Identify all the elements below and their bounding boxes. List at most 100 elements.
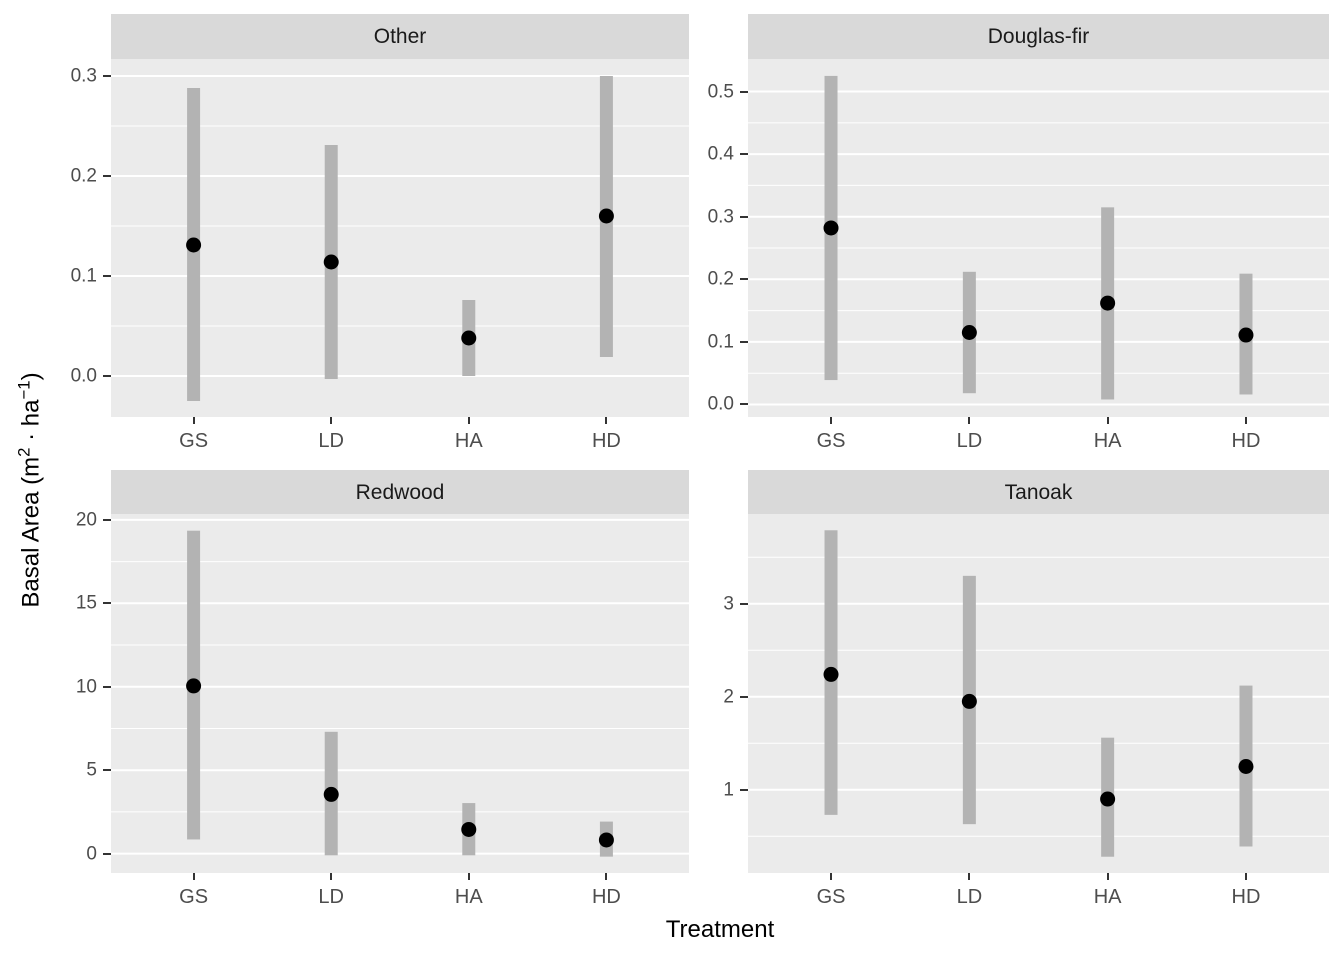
panel-background <box>748 514 1329 873</box>
x-tick-mark <box>330 873 333 880</box>
y-tick-mark <box>740 602 748 605</box>
y-tick-label: 0.2 <box>707 268 734 290</box>
panel-tanoak <box>748 514 1329 873</box>
y-tick-label: 1 <box>723 779 734 801</box>
x-tick-label: HA <box>1093 430 1122 452</box>
x-tick-label: LD <box>318 430 344 452</box>
x-tick-mark <box>1106 873 1109 880</box>
estimate-point-gs <box>186 678 202 694</box>
panel-other <box>111 59 689 417</box>
estimate-point-ld <box>323 254 339 270</box>
estimate-point-hd <box>598 208 614 224</box>
y-tick-label: 0.0 <box>70 365 97 387</box>
estimate-point-gs <box>823 220 839 236</box>
x-tick-mark <box>330 417 333 424</box>
x-tick-label: LD <box>956 430 983 452</box>
x-tick-label: LD <box>956 886 983 908</box>
y-axis-title-part: · ha <box>17 399 45 448</box>
y-tick-label: 10 <box>75 676 97 698</box>
estimate-point-ld <box>323 786 339 802</box>
estimate-point-ld <box>961 325 977 341</box>
y-tick-label: 0.2 <box>70 165 97 187</box>
estimate-point-gs <box>823 666 839 682</box>
x-tick-mark <box>968 417 971 424</box>
x-tick-label: HD <box>591 430 621 452</box>
x-tick-label: HA <box>1093 886 1122 908</box>
estimate-point-ha <box>461 330 477 346</box>
estimate-point-ha <box>1100 295 1116 311</box>
x-tick-mark <box>1244 417 1247 424</box>
estimate-point-hd <box>598 832 614 848</box>
estimate-point-ha <box>1100 791 1116 807</box>
x-tick-mark <box>830 417 833 424</box>
y-tick-mark <box>740 278 748 281</box>
panel-redwood <box>111 514 689 873</box>
y-tick-mark <box>740 90 748 93</box>
y-tick-mark <box>103 518 111 521</box>
estimate-point-hd <box>1238 327 1254 343</box>
y-tick-label: 0.1 <box>70 265 97 287</box>
y-axis-title-part: Basal Area (m <box>17 456 45 608</box>
y-tick-mark <box>103 852 111 855</box>
y-tick-label: 5 <box>86 759 97 781</box>
x-tick-mark <box>192 417 195 424</box>
facet-strip-redwood: Redwood <box>111 470 689 514</box>
estimate-point-hd <box>1238 759 1254 775</box>
panel-background <box>748 59 1329 417</box>
x-tick-label: HA <box>454 886 483 908</box>
y-tick-mark <box>103 602 111 605</box>
facet-strip-tanoak: Tanoak <box>748 470 1329 514</box>
y-tick-mark <box>103 769 111 772</box>
y-tick-mark <box>103 685 111 688</box>
panel-background <box>111 59 689 417</box>
y-tick-label: 0 <box>86 843 97 865</box>
y-tick-mark <box>103 275 111 277</box>
x-tick-mark <box>467 417 470 424</box>
x-tick-label: GS <box>179 886 209 908</box>
y-tick-mark <box>103 175 111 177</box>
estimate-point-ld <box>961 693 977 709</box>
y-tick-label: 0.3 <box>70 65 97 87</box>
facet-strip-label: Redwood <box>355 480 445 504</box>
y-tick-label: 2 <box>723 686 734 708</box>
x-tick-mark <box>192 873 195 880</box>
x-axis-title: Treatment <box>665 916 775 943</box>
y-tick-mark <box>740 153 748 156</box>
x-tick-label: GS <box>816 430 846 452</box>
y-tick-label: 3 <box>723 593 734 615</box>
x-tick-mark <box>467 873 470 880</box>
y-tick-label: 0.3 <box>707 206 734 228</box>
x-tick-label: LD <box>318 886 344 908</box>
estimate-point-ha <box>461 821 477 837</box>
y-tick-mark <box>740 695 748 698</box>
x-tick-mark <box>968 873 971 880</box>
facet-strip-douglasfir: Douglas-fir <box>748 14 1329 59</box>
x-tick-mark <box>1106 417 1109 424</box>
y-axis-title-part: 2 <box>14 447 34 457</box>
facet-strip-label: Other <box>373 25 427 48</box>
estimate-point-gs <box>186 237 202 253</box>
y-tick-mark <box>740 215 748 218</box>
x-tick-label: HD <box>1231 430 1261 452</box>
y-tick-mark <box>740 788 748 791</box>
facet-strip-other: Other <box>111 14 689 59</box>
y-tick-mark <box>103 75 111 77</box>
facet-strip-label: Douglas-fir <box>987 25 1090 48</box>
y-axis-title: Basal Area (m2 · ha−1) <box>15 372 46 607</box>
y-tick-label: 0.4 <box>707 143 734 165</box>
y-tick-mark <box>740 340 748 343</box>
x-tick-label: GS <box>179 430 209 452</box>
panel-douglasfir <box>748 59 1329 417</box>
y-tick-mark <box>103 375 111 377</box>
x-tick-mark <box>605 873 608 880</box>
y-tick-mark <box>740 403 748 406</box>
x-tick-label: HD <box>591 886 621 908</box>
y-tick-label: 15 <box>75 592 97 614</box>
x-tick-mark <box>1244 873 1247 880</box>
y-tick-label: 0.5 <box>707 81 734 103</box>
x-tick-label: HA <box>454 430 483 452</box>
x-tick-label: GS <box>816 886 846 908</box>
y-tick-label: 20 <box>75 509 97 531</box>
x-tick-mark <box>605 417 608 424</box>
